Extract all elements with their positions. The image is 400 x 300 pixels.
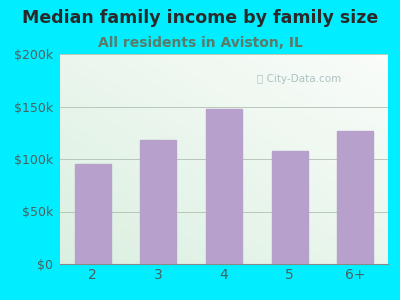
Bar [140, 140, 176, 264]
Text: All residents in Aviston, IL: All residents in Aviston, IL [98, 36, 302, 50]
Bar [206, 109, 242, 264]
Text: Median family income by family size: Median family income by family size [22, 9, 378, 27]
Text: ⓘ City-Data.com: ⓘ City-Data.com [257, 74, 341, 84]
Bar [337, 131, 373, 264]
Bar [272, 151, 308, 264]
Bar [75, 164, 111, 264]
